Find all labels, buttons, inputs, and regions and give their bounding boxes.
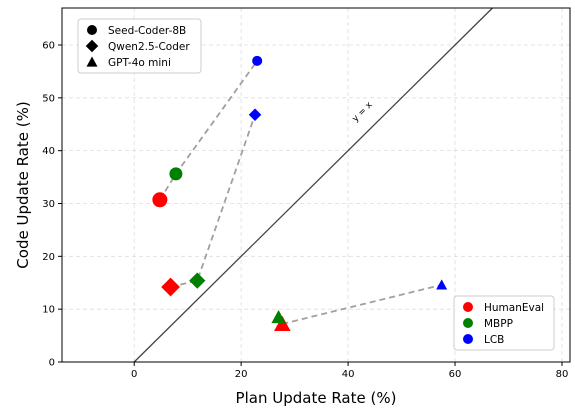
data-point [189,272,206,289]
plot-frame [61,7,571,363]
legend-entry-label: Qwen2.5-Coder [108,41,190,53]
x-axis-label: Plan Update Rate (%) [236,389,397,407]
legend-entry-label: GPT-4o mini [108,57,171,69]
legend-marker [463,334,473,344]
y-tick-label: 20 [42,252,55,263]
y-tick-label: 50 [42,93,55,104]
y-tick-label: 60 [42,40,55,51]
legend-datasets: HumanEval MBPP LCB [453,295,555,351]
legend-models: Seed-Coder-8B Qwen2.5-Coder GPT-4o mini [77,18,202,74]
reference-line-group [133,7,493,363]
data-point [271,309,286,324]
legend-entry-label: LCB [484,334,504,346]
x-tick-label: 60 [449,369,462,380]
connection-line [170,114,256,288]
y-tick-label: 30 [42,199,55,210]
legend-models-box [77,18,202,74]
y-tick-label: 0 [49,358,55,369]
y-tick-label: 40 [42,146,55,157]
legend-marker [463,302,473,312]
data-point [436,279,448,290]
data-point [248,108,262,121]
legend-marker [85,39,99,53]
legend-entry-label: HumanEval [484,302,544,314]
y-axis-label: Code Update Rate (%) [14,101,32,268]
data-point [152,192,168,208]
data-point [161,277,180,297]
axis-ticks: 0 20 40 60 80 0 10 20 30 40 50 60 [42,40,568,380]
x-tick-label: 0 [131,369,137,380]
legend-entry-label: MBPP [484,318,513,330]
y-tick-label: 10 [42,305,55,316]
legend-marker [87,25,97,35]
x-tick-label: 40 [342,369,355,380]
data-point [274,315,291,331]
x-tick-label: 80 [556,369,569,380]
data-point [252,55,263,66]
legend-marker [86,56,98,67]
legend-entry-label: Seed-Coder-8B [108,25,186,37]
connection-line [282,283,442,325]
x-tick-label: 20 [235,369,248,380]
reference-line-annotation: y = x [351,100,375,124]
legend-datasets-box [453,295,555,351]
data-point [169,167,183,181]
legend-marker [463,318,473,328]
data-points [152,55,448,331]
reference-line [133,7,493,363]
